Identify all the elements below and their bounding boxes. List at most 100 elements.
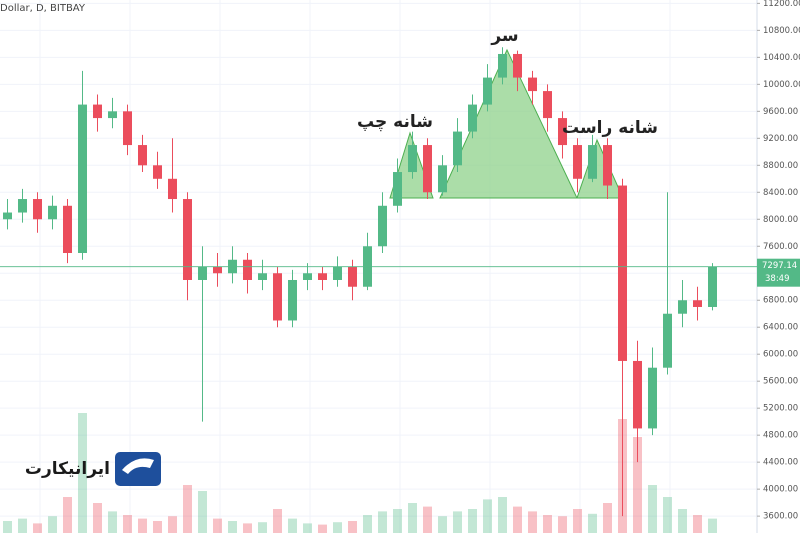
volume-bar bbox=[63, 497, 72, 533]
volume-bar bbox=[603, 503, 612, 533]
candle-body bbox=[603, 145, 612, 186]
candle-body bbox=[348, 266, 357, 287]
logo-mark bbox=[122, 458, 154, 474]
y-tick-label: 10800.00 bbox=[763, 26, 800, 36]
candle-body bbox=[63, 205, 72, 254]
y-tick-label: 5600.00 bbox=[763, 377, 798, 387]
candle-body bbox=[18, 199, 27, 213]
volume-bar bbox=[48, 516, 57, 533]
volume-bar bbox=[198, 491, 207, 533]
volume-bar bbox=[483, 499, 492, 533]
candle-body bbox=[663, 313, 672, 368]
candle-body bbox=[693, 300, 702, 307]
y-tick-label: 10000.00 bbox=[763, 80, 800, 90]
candle-body bbox=[708, 266, 717, 307]
candle-body bbox=[438, 165, 447, 193]
candle-body bbox=[408, 145, 417, 173]
candle-body bbox=[318, 273, 327, 280]
volume-bar bbox=[78, 413, 87, 533]
volume-bar bbox=[378, 511, 387, 533]
candle-body bbox=[618, 185, 627, 361]
volume-bar bbox=[213, 518, 222, 533]
candle-body bbox=[273, 273, 282, 321]
candle-body bbox=[33, 199, 42, 220]
volume-bar bbox=[708, 518, 717, 533]
candle-body bbox=[483, 77, 492, 105]
y-tick-label: 6000.00 bbox=[763, 350, 798, 360]
candle-body bbox=[78, 104, 87, 254]
volume-bar bbox=[633, 437, 642, 533]
volume-bar bbox=[3, 521, 12, 533]
candle-body bbox=[648, 367, 657, 429]
candle-body bbox=[468, 104, 477, 132]
volume-bar bbox=[468, 509, 477, 533]
y-tick-label: 10400.00 bbox=[763, 53, 800, 63]
volume-bar bbox=[588, 513, 597, 533]
candle-body bbox=[123, 111, 132, 146]
volume-bar bbox=[243, 523, 252, 533]
y-tick-label: 7600.00 bbox=[763, 242, 798, 252]
candle-body bbox=[393, 172, 402, 206]
volume-bar bbox=[288, 518, 297, 533]
chart-title: Dollar, D, BITBAY bbox=[0, 3, 86, 14]
volume-bar bbox=[408, 503, 417, 533]
volume-bar bbox=[438, 516, 447, 533]
candle-body bbox=[378, 205, 387, 247]
candle-body bbox=[303, 273, 312, 280]
volume-bar bbox=[558, 516, 567, 533]
y-tick-label: 9200.00 bbox=[763, 134, 798, 144]
volume-bar bbox=[648, 485, 657, 533]
candle-body bbox=[588, 145, 597, 179]
logo-text: ایرانیکارت bbox=[25, 459, 110, 479]
volume-bar bbox=[363, 515, 372, 533]
volume-bar bbox=[258, 522, 267, 533]
candle-body bbox=[243, 259, 252, 280]
last-price-label: 7297.14 bbox=[762, 261, 797, 271]
candle-body bbox=[423, 145, 432, 193]
volume-bar bbox=[273, 509, 282, 533]
y-tick-label: 3600.00 bbox=[763, 512, 798, 522]
volume-bar bbox=[303, 523, 312, 533]
annotation: شانه راست bbox=[562, 118, 658, 138]
candle-body bbox=[288, 279, 297, 321]
volume-bar bbox=[663, 497, 672, 533]
volume-bar bbox=[543, 515, 552, 533]
candle-body bbox=[183, 199, 192, 280]
volume-bar bbox=[333, 522, 342, 533]
head-shape bbox=[439, 48, 578, 199]
y-tick-label: 6400.00 bbox=[763, 323, 798, 333]
candle-body bbox=[108, 111, 117, 119]
volume-bar bbox=[573, 509, 582, 533]
candle-body bbox=[498, 53, 507, 78]
candle-body bbox=[573, 145, 582, 179]
y-tick-label: 5200.00 bbox=[763, 404, 798, 414]
y-tick-label: 8000.00 bbox=[763, 215, 798, 225]
candle-body bbox=[558, 118, 567, 146]
volume-bar bbox=[33, 523, 42, 533]
annotation: سر bbox=[490, 26, 518, 46]
y-tick-label: 4000.00 bbox=[763, 485, 798, 495]
volume-bar bbox=[108, 511, 117, 533]
volume-bar bbox=[348, 521, 357, 533]
volume-bar bbox=[693, 515, 702, 533]
candle-body bbox=[453, 131, 462, 166]
volume-bar bbox=[183, 485, 192, 533]
volume-bar bbox=[513, 506, 522, 533]
logo-icon bbox=[115, 452, 161, 486]
candle-body bbox=[198, 266, 207, 280]
annotation: شانه چپ bbox=[357, 112, 433, 132]
candle-body bbox=[138, 145, 147, 166]
volume-bar bbox=[318, 524, 327, 533]
y-tick-label: 4400.00 bbox=[763, 458, 798, 468]
volume-bar bbox=[18, 518, 27, 533]
candle-body bbox=[93, 104, 102, 119]
candle-body bbox=[528, 77, 537, 92]
volume-bar bbox=[138, 518, 147, 533]
candle-body bbox=[153, 165, 162, 179]
candle-body bbox=[213, 266, 222, 274]
right-shoulder-shape bbox=[576, 138, 624, 199]
volume-bar bbox=[168, 516, 177, 533]
volume-bar bbox=[153, 521, 162, 533]
candle-body bbox=[333, 266, 342, 280]
